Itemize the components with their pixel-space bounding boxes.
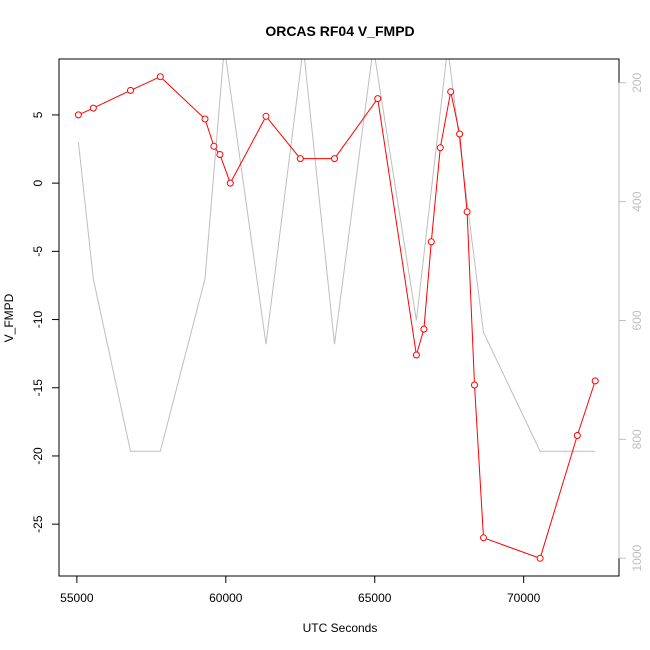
x-tick-label: 65000 [358,591,392,605]
y-tick-label: -15 [31,379,45,397]
data-point [74,111,82,119]
data-point [262,112,270,120]
data-point [210,142,218,150]
data-point [427,238,435,246]
y-right-tick-label: 600 [630,310,644,330]
data-point [447,88,455,96]
series-line-red [78,76,596,559]
data-point [216,151,224,158]
plot-frame [58,58,620,577]
data-point [226,179,234,187]
data-point [463,208,471,216]
data-point [420,325,428,333]
y-axis-label: V_FMPD [2,293,16,342]
y-right-tick-label: 200 [630,72,644,92]
data-point [536,554,544,562]
x-axis-label: UTC Seconds [303,621,378,635]
data-point [331,155,338,163]
data-point [591,377,599,385]
y-tick-label: -25 [31,515,45,533]
y-tick-label: -5 [31,246,45,257]
y-tick-label: -10 [31,311,45,329]
y-right-tick-label: 800 [630,429,644,449]
chart-title: ORCAS RF04 V_FMPD [265,23,414,39]
data-point [89,104,97,112]
y-right-tick-label: 400 [630,191,644,211]
x-tick-label: 70000 [507,591,541,605]
x-axis: 55000 60000 65000 70000 [60,575,541,605]
data-point [127,86,134,94]
data-point [412,351,420,359]
y-right-tick-label: 1000 [630,545,644,572]
y-tick-label: 5 [31,111,45,118]
y-tick-label: -20 [31,447,45,465]
y-tick-label: 0 [31,179,45,186]
data-point [573,432,581,439]
data-point [296,155,304,163]
x-tick-label: 55000 [60,591,94,605]
series-layer [74,59,599,562]
series-line-grey [77,59,596,452]
x-tick-label: 60000 [209,591,243,605]
data-point [456,130,464,138]
data-point [156,73,164,81]
data-point [436,144,444,152]
data-point [374,95,382,103]
data-point [201,115,209,123]
data-point [480,534,487,542]
y-axis: -25 -20 -15 -10 -5 0 5 [31,111,60,533]
y-axis-right: 200 400 600 800 1000 [618,72,644,572]
data-point [471,381,478,389]
